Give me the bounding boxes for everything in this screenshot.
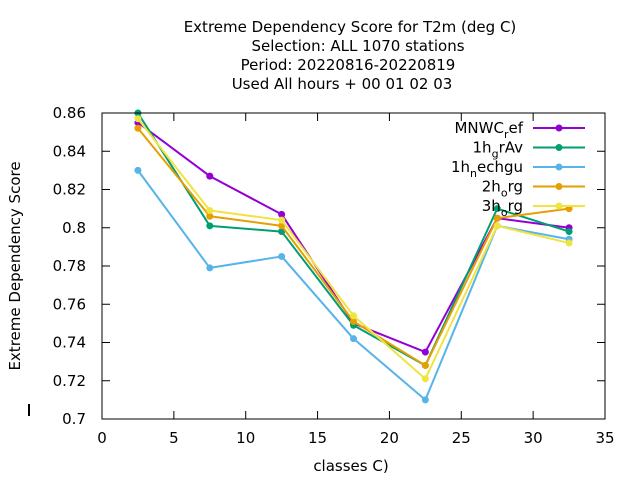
y-tick-label: 0.7 [62, 410, 86, 428]
legend-item: 3horg [482, 197, 585, 219]
x-tick-label: 30 [524, 429, 543, 447]
legend-swatch-point [555, 144, 563, 151]
legend-label-sub: g [492, 148, 499, 161]
data-point [350, 317, 357, 325]
data-point [421, 348, 429, 356]
x-tick-label: 0 [97, 429, 107, 447]
title-line-1: Extreme Dependency Score for T2m (deg C) [184, 18, 517, 36]
tick-labels: 0 5 10 15 20 25 30 35 0.7 0.72 0.74 0.76 0.78 0.8 0.82… [53, 104, 615, 447]
y-tick-label: 0.74 [53, 334, 86, 352]
legend-label: MNWCref [454, 119, 523, 141]
legend-label-rest: echgu [477, 158, 523, 176]
data-point [206, 172, 214, 180]
legend-label-rest: rg [508, 197, 523, 215]
title-line-4: Used All hours + 00 01 02 03 [232, 75, 453, 93]
legend-swatch-point [555, 163, 563, 171]
x-tick-label: 15 [308, 429, 327, 447]
legend-label-base: 1h [451, 158, 470, 176]
x-tick-label: 25 [452, 429, 471, 447]
y-tick-label: 0.8 [62, 219, 86, 237]
legend-label-base: MNWC [454, 119, 503, 137]
data-point [421, 375, 429, 383]
legend-swatch-point [555, 183, 563, 190]
legend-label-base: 1h [473, 139, 492, 157]
data-point [278, 216, 286, 224]
data-point [278, 210, 286, 218]
data-point [206, 207, 214, 215]
y-tick-label: 0.78 [53, 257, 86, 275]
data-point [206, 264, 214, 272]
legend-label-rest: rAv [499, 139, 524, 157]
title-line-2: Selection: ALL 1070 stations [251, 37, 464, 55]
data-point [493, 214, 501, 222]
x-tick-label: 20 [380, 429, 399, 447]
axis-ticks [101, 112, 606, 420]
data-point [565, 239, 573, 247]
x-tick-label: 5 [169, 429, 179, 447]
legend-item: 1hgrAv [473, 139, 585, 161]
title-line-3: Period: 20220816-20220819 [241, 56, 456, 74]
y-tick-label: 0.84 [53, 142, 86, 160]
series-5 [134, 115, 573, 383]
series-layer [134, 109, 573, 404]
legend-label: 1hnechgu [451, 158, 523, 180]
legend-label-sub: r [504, 128, 509, 141]
plot-border [101, 112, 606, 420]
data-point [493, 205, 501, 213]
y-axis-label: Extreme Dependency Score [6, 161, 24, 370]
legend-label: 3horg [482, 197, 523, 219]
legend-label-base: 2h [482, 178, 501, 196]
chart-title: Extreme Dependency Score for T2m (deg C)… [184, 18, 517, 93]
data-point [421, 361, 429, 369]
legend-swatch-point [555, 202, 563, 210]
legend-label: 1hgrAv [473, 139, 524, 161]
legend-label-base: 3h [482, 197, 501, 215]
data-point [350, 335, 357, 343]
data-point [134, 115, 142, 123]
legend-item: 1hnechgu [451, 158, 585, 180]
y-tick-label: 0.76 [53, 295, 86, 313]
legend-label-rest: rg [508, 178, 523, 196]
legend-label-sub: n [470, 167, 477, 180]
data-point [206, 222, 214, 230]
x-axis-label: classes C) [313, 457, 388, 475]
data-point [421, 396, 429, 404]
data-point [493, 222, 501, 230]
data-point [134, 166, 142, 174]
y-tick-label: 0.72 [53, 372, 86, 390]
legend-item: MNWCref [454, 119, 585, 141]
data-point [134, 124, 142, 132]
series-line [137, 169, 570, 401]
legend-swatch-point [555, 124, 563, 132]
data-point [206, 212, 214, 220]
data-point [565, 228, 573, 236]
y-tick-label: 0.82 [53, 181, 86, 199]
x-tick-label: 35 [595, 429, 614, 447]
legend-label-sub: o [501, 206, 508, 219]
legend-label-sub: o [501, 187, 508, 200]
y-tick-label: 0.86 [53, 104, 86, 122]
legend-label: 2horg [482, 178, 523, 200]
data-point [278, 252, 286, 260]
legend-item: 2horg [482, 178, 585, 200]
legend-label-rest: ef [508, 119, 523, 137]
x-tick-label: 10 [236, 429, 255, 447]
data-point [350, 312, 357, 320]
